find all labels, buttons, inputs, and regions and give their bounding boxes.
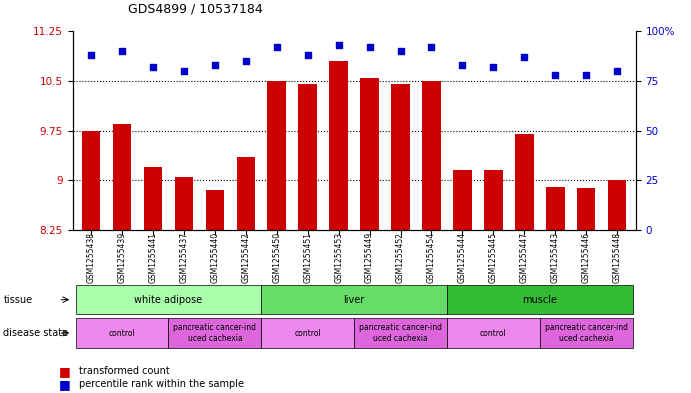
Bar (577, 188, 596, 230)
Text: percentile rank within the sample: percentile rank within the sample (79, 379, 245, 389)
Text: transformed count: transformed count (79, 366, 170, 376)
Text: GSM1255442: GSM1255442 (241, 232, 250, 283)
Text: ■: ■ (59, 378, 70, 391)
Point (426, 44, 437, 50)
Point (272, 44, 283, 50)
Text: GSM1255444: GSM1255444 (458, 232, 467, 283)
Bar (453, 170, 472, 230)
Bar (608, 180, 627, 230)
Bar (484, 170, 502, 230)
Point (240, 58, 252, 64)
Bar (175, 177, 193, 230)
Point (178, 68, 189, 74)
Point (364, 44, 375, 50)
Text: GSM1255454: GSM1255454 (427, 232, 436, 283)
Bar (144, 167, 162, 230)
Bar (299, 84, 317, 230)
Point (488, 64, 499, 70)
Bar (330, 61, 348, 230)
Text: GSM1255445: GSM1255445 (489, 232, 498, 283)
Text: GSM1255452: GSM1255452 (396, 232, 405, 283)
Point (147, 64, 158, 70)
Text: GSM1255439: GSM1255439 (117, 232, 126, 283)
Bar (82, 130, 100, 230)
Point (519, 54, 530, 61)
Bar (113, 124, 131, 230)
Text: liver: liver (343, 295, 365, 305)
Text: control: control (480, 329, 507, 338)
Text: GSM1255443: GSM1255443 (551, 232, 560, 283)
Point (550, 72, 561, 78)
Text: GSM1255441: GSM1255441 (149, 232, 158, 283)
Text: control: control (108, 329, 135, 338)
Text: GSM1255446: GSM1255446 (582, 232, 591, 283)
Text: GDS4899 / 10537184: GDS4899 / 10537184 (128, 3, 263, 16)
Text: GSM1255453: GSM1255453 (334, 232, 343, 283)
Point (117, 48, 128, 55)
Bar (546, 187, 565, 230)
Text: GSM1255437: GSM1255437 (180, 232, 189, 283)
Bar (515, 134, 533, 230)
Point (209, 62, 220, 68)
Text: control: control (294, 329, 321, 338)
Text: GSM1255448: GSM1255448 (613, 232, 622, 283)
Point (333, 42, 344, 48)
Text: GSM1255451: GSM1255451 (303, 232, 312, 283)
Text: tissue: tissue (3, 295, 32, 305)
Text: GSM1255447: GSM1255447 (520, 232, 529, 283)
Text: GSM1255440: GSM1255440 (210, 232, 220, 283)
Point (395, 48, 406, 55)
Text: GSM1255450: GSM1255450 (272, 232, 281, 283)
Bar (206, 190, 224, 230)
Text: muscle: muscle (522, 295, 558, 305)
Point (457, 62, 468, 68)
Bar (267, 81, 286, 230)
Point (612, 68, 623, 74)
Point (86, 52, 97, 59)
Bar (422, 81, 441, 230)
Bar (360, 78, 379, 230)
Text: pancreatic cancer-ind
uced cachexia: pancreatic cancer-ind uced cachexia (545, 323, 627, 343)
Text: pancreatic cancer-ind
uced cachexia: pancreatic cancer-ind uced cachexia (359, 323, 442, 343)
Text: white adipose: white adipose (135, 295, 202, 305)
Text: GSM1255438: GSM1255438 (86, 232, 95, 283)
Point (302, 52, 313, 59)
Bar (236, 157, 255, 230)
Text: GSM1255449: GSM1255449 (365, 232, 374, 283)
Text: pancreatic cancer-ind
uced cachexia: pancreatic cancer-ind uced cachexia (173, 323, 256, 343)
Text: disease state: disease state (3, 328, 68, 338)
Text: ■: ■ (59, 365, 70, 378)
Bar (391, 84, 410, 230)
Point (580, 72, 591, 78)
